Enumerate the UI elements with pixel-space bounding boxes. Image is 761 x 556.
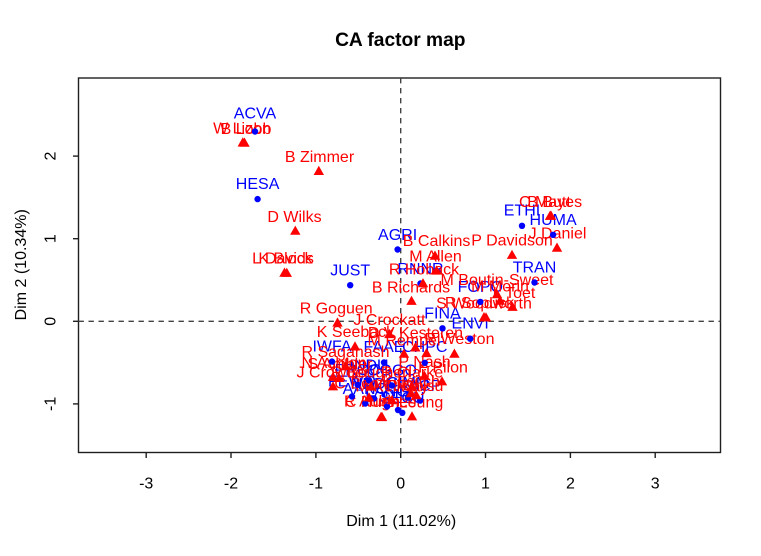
svg-text:-1: -1	[309, 475, 323, 492]
svg-text:3: 3	[651, 475, 660, 492]
svg-text:-2: -2	[224, 475, 238, 492]
svg-text:FOPO: FOPO	[458, 279, 503, 296]
svg-text:ETHI: ETHI	[504, 203, 540, 220]
svg-text:1: 1	[481, 475, 490, 492]
svg-text:HUMA: HUMA	[530, 212, 577, 229]
svg-text:2: 2	[566, 475, 575, 492]
svg-text:F Pilon: F Pilon	[418, 359, 468, 376]
svg-text:M Boutin-Sweet: M Boutin-Sweet	[441, 272, 554, 289]
svg-text:B Butt: B Butt	[527, 194, 571, 211]
svg-text:NDDN: NDDN	[351, 376, 397, 393]
svg-text:AANO: AANO	[343, 381, 388, 398]
svg-text:PACP: PACP	[399, 378, 441, 395]
svg-text:JUST: JUST	[330, 263, 370, 280]
svg-text:FINA: FINA	[424, 306, 461, 323]
svg-text:B Calkins: B Calkins	[403, 233, 471, 250]
svg-text:M Morin: M Morin	[471, 279, 529, 296]
svg-text:-1: -1	[43, 397, 60, 411]
svg-text:L Toet: L Toet	[493, 285, 536, 302]
svg-text:FAAE: FAAE	[364, 339, 405, 356]
svg-text:D Wilks: D Wilks	[267, 209, 321, 226]
svg-text:K Seeback: K Seeback	[317, 324, 395, 341]
svg-text:ENVI: ENVI	[452, 316, 489, 333]
svg-text:ACVA: ACVA	[234, 106, 277, 123]
svg-text:0: 0	[396, 475, 405, 492]
svg-text:C Mayes: C Mayes	[519, 194, 582, 211]
svg-text:R Hoback: R Hoback	[389, 261, 460, 278]
svg-text:OGGO: OGGO	[367, 363, 417, 380]
svg-text:HESA: HESA	[236, 176, 280, 193]
svg-text:P Davidson: P Davidson	[471, 233, 553, 250]
svg-text:INDU: INDU	[349, 358, 388, 375]
svg-text:B Richards: B Richards	[372, 280, 450, 297]
svg-text:R Boughen: R Boughen	[331, 365, 411, 382]
svg-text:0: 0	[43, 317, 60, 326]
svg-text:S Ambler: S Ambler	[308, 356, 374, 373]
svg-text:1: 1	[43, 234, 60, 243]
svg-text:-3: -3	[139, 475, 153, 492]
svg-text:IWFA: IWFA	[312, 339, 351, 356]
svg-text:Dim 2 (10.34%): Dim 2 (10.34%)	[13, 209, 30, 320]
svg-text:K Block: K Block	[258, 251, 313, 268]
svg-text:TRAN: TRAN	[513, 259, 557, 276]
svg-text:J Daniel: J Daniel	[529, 226, 587, 243]
svg-text:R Weston: R Weston	[425, 331, 495, 348]
svg-text:L Davids: L Davids	[252, 250, 314, 267]
svg-text:B Lobb: B Lobb	[221, 121, 272, 138]
svg-text:AGRI: AGRI	[378, 227, 417, 244]
svg-text:Dim 1 (11.02%): Dim 1 (11.02%)	[346, 513, 456, 530]
svg-text:R Chisu: R Chisu	[387, 378, 444, 395]
svg-text:2: 2	[43, 152, 60, 161]
svg-text:R Saganash: R Saganash	[301, 344, 389, 361]
svg-text:S Woodworth: S Woodworth	[436, 296, 532, 313]
svg-text:J Crockatt: J Crockatt	[353, 312, 426, 329]
svg-text:CA factor map: CA factor map	[335, 30, 465, 51]
svg-text:B Zimmer: B Zimmer	[285, 149, 355, 166]
svg-text:CIMM: CIMM	[387, 375, 430, 392]
svg-text:C Hughes: C Hughes	[345, 394, 416, 411]
svg-text:CHPC: CHPC	[402, 339, 447, 356]
svg-text:R Goguen: R Goguen	[300, 301, 373, 318]
